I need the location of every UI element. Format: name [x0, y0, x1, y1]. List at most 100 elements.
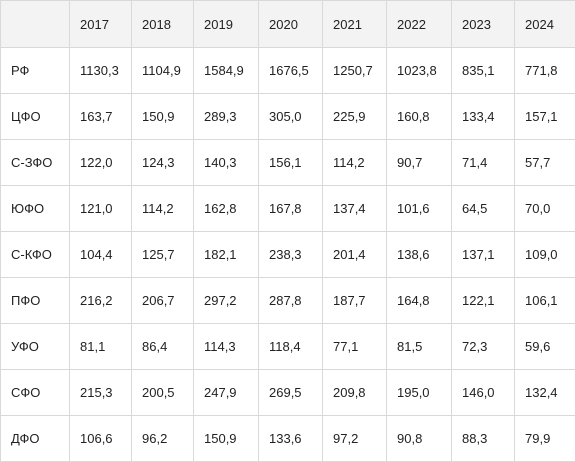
table-cell: 71,4 — [452, 140, 515, 186]
table-cell: 287,8 — [259, 278, 323, 324]
table-cell: 114,3 — [194, 324, 259, 370]
table-cell: 1584,9 — [194, 48, 259, 94]
table-cell: 150,9 — [132, 94, 194, 140]
header-year-2023: 2023 — [452, 1, 515, 48]
table-cell: 200,5 — [132, 370, 194, 416]
header-corner-cell — [1, 1, 70, 48]
header-year-2022: 2022 — [387, 1, 452, 48]
table-cell: 125,7 — [132, 232, 194, 278]
row-label: ПФО — [1, 278, 70, 324]
row-label: СФО — [1, 370, 70, 416]
table-row: С-ЗФО 122,0 124,3 140,3 156,1 114,2 90,7… — [1, 140, 575, 186]
table-cell: 81,1 — [70, 324, 132, 370]
table-cell: 96,2 — [132, 416, 194, 462]
table-cell: 86,4 — [132, 324, 194, 370]
table-cell: 77,1 — [323, 324, 387, 370]
table-cell: 162,8 — [194, 186, 259, 232]
table-cell: 90,8 — [387, 416, 452, 462]
table-cell: 164,8 — [387, 278, 452, 324]
table-cell: 206,7 — [132, 278, 194, 324]
table-cell: 215,3 — [70, 370, 132, 416]
table-cell: 137,1 — [452, 232, 515, 278]
table-header: 2017 2018 2019 2020 2021 2022 2023 2024 — [1, 1, 575, 48]
table-cell: 140,3 — [194, 140, 259, 186]
table-cell: 114,2 — [132, 186, 194, 232]
table-cell: 64,5 — [452, 186, 515, 232]
table-row: С-КФО 104,4 125,7 182,1 238,3 201,4 138,… — [1, 232, 575, 278]
table-cell: 238,3 — [259, 232, 323, 278]
table-cell: 79,9 — [515, 416, 575, 462]
table-cell: 118,4 — [259, 324, 323, 370]
table-cell: 160,8 — [387, 94, 452, 140]
table-cell: 289,3 — [194, 94, 259, 140]
table-row: ПФО 216,2 206,7 297,2 287,8 187,7 164,8 … — [1, 278, 575, 324]
table-cell: 97,2 — [323, 416, 387, 462]
table-cell: 157,1 — [515, 94, 575, 140]
row-label: ДФО — [1, 416, 70, 462]
table-row: СФО 215,3 200,5 247,9 269,5 209,8 195,0 … — [1, 370, 575, 416]
row-label: РФ — [1, 48, 70, 94]
table-cell: 59,6 — [515, 324, 575, 370]
table-cell: 138,6 — [387, 232, 452, 278]
table-cell: 124,3 — [132, 140, 194, 186]
table-cell: 182,1 — [194, 232, 259, 278]
table-cell: 137,4 — [323, 186, 387, 232]
header-year-2017: 2017 — [70, 1, 132, 48]
header-year-2024: 2024 — [515, 1, 575, 48]
table-row: ЦФО 163,7 150,9 289,3 305,0 225,9 160,8 … — [1, 94, 575, 140]
table-cell: 167,8 — [259, 186, 323, 232]
table-row: УФО 81,1 86,4 114,3 118,4 77,1 81,5 72,3… — [1, 324, 575, 370]
table-row: РФ 1130,3 1104,9 1584,9 1676,5 1250,7 10… — [1, 48, 575, 94]
table-row: ДФО 106,6 96,2 150,9 133,6 97,2 90,8 88,… — [1, 416, 575, 462]
table-cell: 132,4 — [515, 370, 575, 416]
table-cell: 122,0 — [70, 140, 132, 186]
table-cell: 146,0 — [452, 370, 515, 416]
table-cell: 269,5 — [259, 370, 323, 416]
table-cell: 305,0 — [259, 94, 323, 140]
table-cell: 133,4 — [452, 94, 515, 140]
table-cell: 201,4 — [323, 232, 387, 278]
table-cell: 1130,3 — [70, 48, 132, 94]
table-cell: 163,7 — [70, 94, 132, 140]
row-label: ЦФО — [1, 94, 70, 140]
table-cell: 209,8 — [323, 370, 387, 416]
table-cell: 90,7 — [387, 140, 452, 186]
table-cell: 1023,8 — [387, 48, 452, 94]
table-body: РФ 1130,3 1104,9 1584,9 1676,5 1250,7 10… — [1, 48, 575, 462]
table-cell: 57,7 — [515, 140, 575, 186]
table-cell: 187,7 — [323, 278, 387, 324]
table-cell: 216,2 — [70, 278, 132, 324]
table-cell: 121,0 — [70, 186, 132, 232]
header-year-2020: 2020 — [259, 1, 323, 48]
table-cell: 72,3 — [452, 324, 515, 370]
table-cell: 297,2 — [194, 278, 259, 324]
header-year-2018: 2018 — [132, 1, 194, 48]
table-cell: 156,1 — [259, 140, 323, 186]
table-cell: 133,6 — [259, 416, 323, 462]
table-cell: 109,0 — [515, 232, 575, 278]
table-cell: 225,9 — [323, 94, 387, 140]
table-cell: 150,9 — [194, 416, 259, 462]
row-label: С-ЗФО — [1, 140, 70, 186]
table-cell: 771,8 — [515, 48, 575, 94]
table-cell: 88,3 — [452, 416, 515, 462]
row-label: УФО — [1, 324, 70, 370]
table-cell: 104,4 — [70, 232, 132, 278]
table-cell: 106,1 — [515, 278, 575, 324]
row-label: С-КФО — [1, 232, 70, 278]
table-row: ЮФО 121,0 114,2 162,8 167,8 137,4 101,6 … — [1, 186, 575, 232]
table-cell: 1104,9 — [132, 48, 194, 94]
table-cell: 1676,5 — [259, 48, 323, 94]
table-cell: 81,5 — [387, 324, 452, 370]
table-cell: 1250,7 — [323, 48, 387, 94]
header-year-2021: 2021 — [323, 1, 387, 48]
table-cell: 247,9 — [194, 370, 259, 416]
row-label: ЮФО — [1, 186, 70, 232]
table-cell: 195,0 — [387, 370, 452, 416]
table-cell: 122,1 — [452, 278, 515, 324]
table-cell: 835,1 — [452, 48, 515, 94]
table-cell: 114,2 — [323, 140, 387, 186]
table-cell: 106,6 — [70, 416, 132, 462]
header-row: 2017 2018 2019 2020 2021 2022 2023 2024 — [1, 1, 575, 48]
